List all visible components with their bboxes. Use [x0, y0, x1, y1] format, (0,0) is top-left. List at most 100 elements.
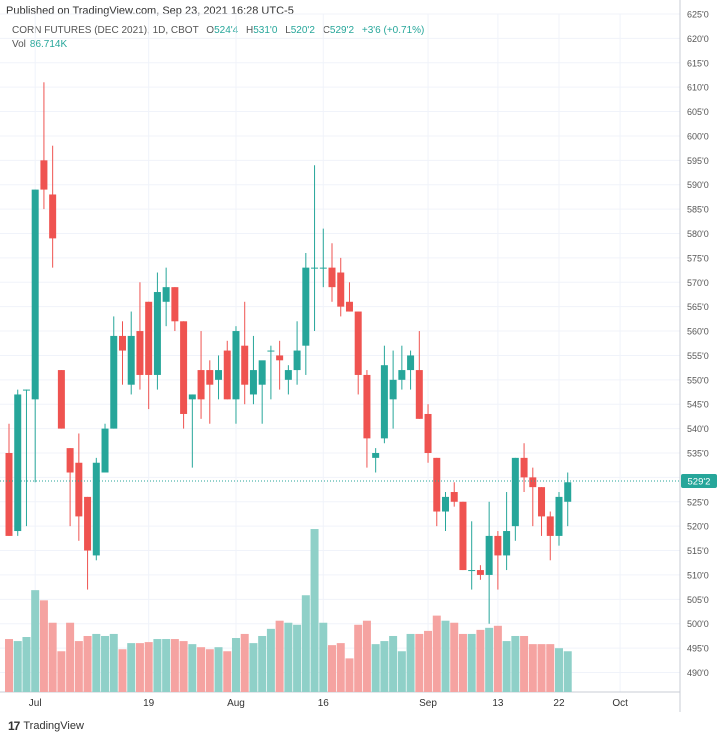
- candle-body: [145, 301, 153, 375]
- volume-bar: [336, 643, 345, 692]
- volume-bar: [397, 651, 406, 692]
- candle-body: [136, 331, 144, 375]
- volume-bar: [31, 590, 40, 692]
- volume-bar: [240, 633, 249, 692]
- volume-bar: [354, 624, 363, 692]
- volume-bar: [450, 622, 459, 692]
- y-tick-label: 510'0: [687, 570, 709, 580]
- candle-body: [171, 287, 179, 322]
- y-tick-label: 620'0: [687, 34, 709, 44]
- volume-bar: [197, 647, 206, 692]
- candle-body: [564, 482, 572, 502]
- candle-body: [215, 370, 223, 380]
- volume-bar: [101, 635, 110, 692]
- volume-bar: [92, 633, 101, 692]
- candle-body: [555, 496, 563, 536]
- volume-value: 86.714K: [29, 39, 68, 50]
- volume-bar: [48, 622, 57, 692]
- candle-body: [197, 370, 205, 400]
- volume-bar: [214, 647, 223, 692]
- volume-bar: [223, 651, 232, 692]
- y-tick-label: 580'0: [687, 229, 709, 239]
- x-tick-label: 19: [143, 698, 155, 709]
- candle-body: [249, 370, 257, 395]
- candle-body: [276, 355, 284, 361]
- legend-high-label: H: [246, 25, 254, 36]
- volume-bar: [5, 639, 13, 692]
- candle-body: [319, 267, 327, 269]
- volume-bar: [57, 651, 66, 692]
- y-tick-label: 625'0: [687, 10, 709, 20]
- volume-bar: [485, 627, 494, 692]
- candle-body: [503, 531, 511, 556]
- y-tick-label: 610'0: [687, 83, 709, 93]
- candle-body: [450, 492, 458, 502]
- candle-body: [494, 535, 502, 556]
- volume-bar: [424, 630, 433, 692]
- volume-bar: [144, 642, 153, 692]
- chart-legend: CORN FUTURES (DEC 2021), 1D, CBOT O524'4…: [12, 25, 424, 36]
- volume-bar: [406, 633, 415, 692]
- y-tick-label: 505'0: [687, 595, 709, 605]
- candle-body: [162, 287, 170, 302]
- tradingview-logo-icon: 17: [8, 719, 20, 733]
- y-tick-label: 565'0: [687, 302, 709, 312]
- y-tick-label: 570'0: [687, 278, 709, 288]
- candle-body: [110, 335, 118, 429]
- volume-bar: [266, 628, 275, 692]
- volume-bar: [502, 641, 511, 692]
- volume-bar: [301, 595, 310, 692]
- y-tick-label: 600'0: [687, 131, 709, 141]
- candle-body: [302, 267, 310, 346]
- candle-body: [485, 535, 493, 575]
- candle-body: [284, 370, 292, 380]
- volume-bar: [319, 622, 328, 692]
- volume-bar: [135, 643, 144, 692]
- candle-body: [337, 272, 345, 307]
- legend-close: 529'2: [329, 25, 355, 36]
- y-tick-label: 550'0: [687, 375, 709, 385]
- volume-bar: [162, 639, 171, 692]
- x-tick-label: Aug: [227, 698, 245, 709]
- legend-close-label: C: [322, 25, 330, 36]
- volume-bar: [554, 648, 563, 692]
- candle-body: [538, 487, 546, 517]
- candle-body: [232, 331, 240, 400]
- x-tick-label: 13: [492, 698, 504, 709]
- volume-bar: [476, 629, 485, 692]
- candle-body: [258, 360, 266, 385]
- y-tick-label: 495'0: [687, 644, 709, 654]
- volume-bar: [74, 641, 83, 692]
- legend-open: 524'4: [214, 25, 239, 36]
- x-tick-label: 16: [318, 698, 330, 709]
- candle-body: [118, 335, 126, 351]
- candle-body: [407, 355, 415, 371]
- candle-body: [101, 428, 109, 473]
- candle-body: [546, 516, 554, 536]
- candle-body: [293, 350, 301, 371]
- volume-bar: [415, 633, 424, 692]
- y-tick-label: 540'0: [687, 424, 709, 434]
- y-tick-label: 585'0: [687, 205, 709, 215]
- volume-bar: [528, 644, 537, 692]
- volume-bar: [275, 620, 284, 692]
- volume-bar: [13, 641, 22, 692]
- volume-bar: [127, 643, 136, 692]
- candle-body: [5, 452, 13, 536]
- volume-bar: [432, 615, 441, 692]
- candle-body: [153, 292, 161, 375]
- y-tick-label: 575'0: [687, 253, 709, 263]
- volume-bar: [231, 638, 240, 692]
- candle-body: [31, 189, 39, 400]
- candle-body: [328, 267, 336, 288]
- volume-bar: [83, 635, 92, 692]
- volume-bar: [109, 633, 118, 692]
- x-tick-label: Sep: [419, 698, 437, 709]
- legend-low: 520'2: [290, 25, 315, 36]
- volume-bar: [371, 644, 380, 692]
- x-tick-label: Jul: [29, 698, 42, 709]
- volume-bar: [328, 645, 337, 692]
- volume-bar: [389, 635, 398, 692]
- candle-body: [84, 496, 92, 551]
